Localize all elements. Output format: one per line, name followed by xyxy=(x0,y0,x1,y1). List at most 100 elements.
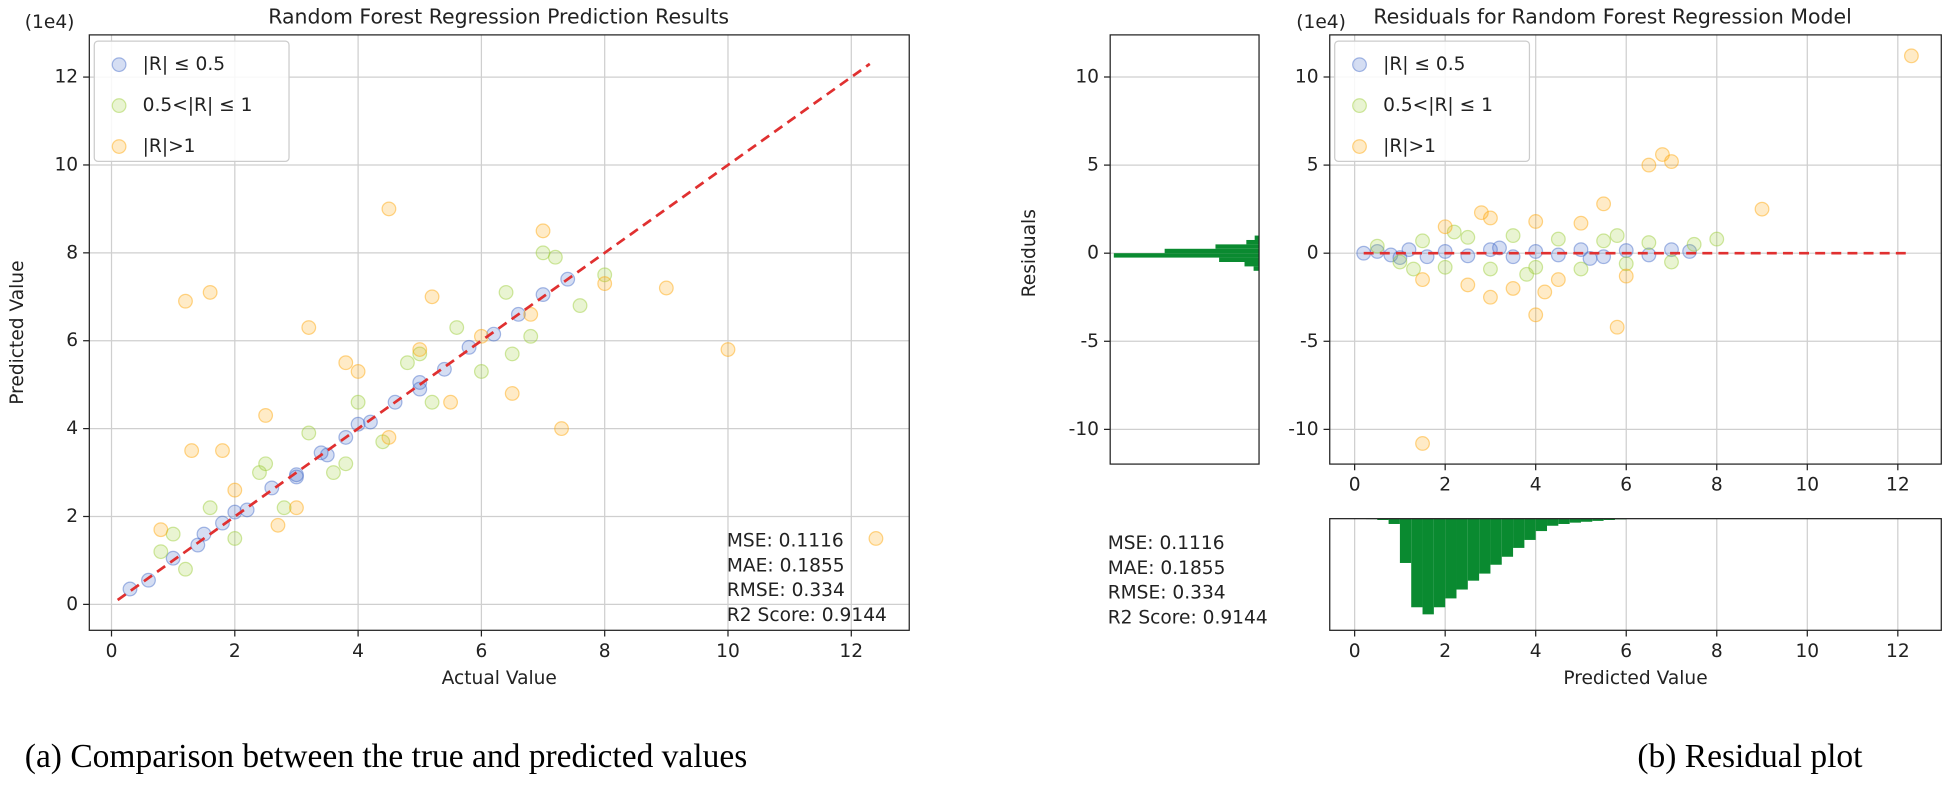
point xyxy=(1754,201,1770,217)
point xyxy=(572,298,588,314)
point xyxy=(412,375,428,390)
y-tick-label: -10 xyxy=(1069,419,1099,440)
legend-marker xyxy=(111,139,127,154)
point xyxy=(597,276,613,292)
point xyxy=(1655,147,1670,162)
point xyxy=(424,289,440,305)
point xyxy=(1550,272,1566,288)
point xyxy=(554,421,569,437)
y-tick-label: -10 xyxy=(1288,419,1318,440)
point xyxy=(1528,259,1544,275)
point xyxy=(504,346,520,362)
point xyxy=(1709,231,1725,247)
point xyxy=(1383,247,1399,263)
y-tick-label: 0 xyxy=(1087,243,1099,264)
point xyxy=(1392,254,1408,270)
point xyxy=(375,434,391,450)
point xyxy=(1492,240,1507,256)
x-tick-label: 12 xyxy=(1886,475,1910,496)
histogram-bar xyxy=(1603,518,1615,520)
y-axis-label: Predicted Value xyxy=(7,260,28,404)
point xyxy=(301,320,317,335)
point xyxy=(1573,215,1589,231)
y-tick-label: -5 xyxy=(1300,331,1319,352)
x-tick-label: 2 xyxy=(1439,475,1451,496)
histogram-bar xyxy=(1244,261,1260,267)
point xyxy=(1641,157,1657,173)
y-tick-label: 6 xyxy=(66,330,78,351)
point xyxy=(153,522,169,538)
metric-text: RMSE: 0.334 xyxy=(1108,583,1226,604)
x-tick-label: 10 xyxy=(716,641,740,662)
point xyxy=(1437,243,1453,259)
legend-marker xyxy=(1352,57,1367,73)
histogram-bar xyxy=(1569,518,1581,523)
point xyxy=(1482,261,1498,277)
legend-label: |R| ≤ 0.5 xyxy=(1383,54,1465,75)
x-axis-label: Actual Value xyxy=(442,668,557,689)
point xyxy=(1582,251,1598,266)
histogram-bar xyxy=(1433,518,1446,608)
point xyxy=(338,355,354,371)
legend-box xyxy=(1334,40,1531,163)
point xyxy=(1903,48,1919,64)
point xyxy=(1641,235,1657,251)
x-tick-label: 2 xyxy=(1439,641,1451,662)
metric-text: MSE: 0.1116 xyxy=(1108,533,1225,554)
point xyxy=(215,443,230,459)
point xyxy=(1446,224,1462,240)
histogram-bar xyxy=(1524,518,1536,540)
point xyxy=(658,280,674,296)
legend-marker xyxy=(111,57,127,73)
point xyxy=(289,500,304,516)
x-tick-label: 8 xyxy=(1711,641,1723,662)
y-tick-label: -5 xyxy=(1080,331,1099,352)
point xyxy=(523,306,539,322)
histogram-bar xyxy=(1547,518,1559,526)
point xyxy=(1618,268,1634,284)
point xyxy=(301,425,317,441)
point xyxy=(178,293,193,309)
point xyxy=(1460,277,1476,293)
histogram-bar xyxy=(1445,518,1457,599)
metric-text: R2 Score: 0.9144 xyxy=(1108,607,1268,628)
histogram-bar xyxy=(1399,518,1412,563)
legend-label: 0.5<|R| ≤ 1 xyxy=(143,95,253,116)
axes-frame xyxy=(1329,34,1942,465)
point xyxy=(412,346,428,362)
legend-label: |R|>1 xyxy=(143,136,196,157)
x-tick-label: 4 xyxy=(1530,475,1542,496)
point xyxy=(1437,219,1453,235)
x-tick-label: 6 xyxy=(1620,475,1632,496)
point xyxy=(215,515,230,531)
histogram-bar xyxy=(1479,518,1491,574)
histogram-bar xyxy=(1535,518,1548,532)
point xyxy=(1505,228,1521,244)
histogram-bar xyxy=(1388,518,1400,524)
chart-title: Random Forest Regression Prediction Resu… xyxy=(268,5,729,29)
axes-frame xyxy=(1329,518,1942,631)
y-axis-label: Residuals xyxy=(1019,209,1040,297)
histogram-bar xyxy=(1513,518,1525,548)
histogram-bar xyxy=(1377,518,1389,520)
x-tick-label: 10 xyxy=(1795,641,1819,662)
metric-text: R2 Score: 0.9144 xyxy=(727,605,887,626)
reference-line xyxy=(116,62,871,602)
point xyxy=(1460,248,1476,264)
point xyxy=(1437,259,1453,275)
x-tick-label: 0 xyxy=(106,641,118,662)
point xyxy=(381,429,397,445)
point xyxy=(1519,266,1535,282)
point xyxy=(1686,236,1702,252)
legend-marker xyxy=(1352,139,1367,154)
x-tick-label: 8 xyxy=(1711,475,1723,496)
point xyxy=(122,581,138,597)
point xyxy=(1596,233,1612,249)
histogram-bar xyxy=(1164,248,1260,254)
y-tick-label: 12 xyxy=(54,67,78,88)
x-tick-label: 8 xyxy=(599,641,611,662)
point xyxy=(178,561,193,577)
point xyxy=(165,526,181,542)
legend-label: |R|>1 xyxy=(1383,136,1436,157)
